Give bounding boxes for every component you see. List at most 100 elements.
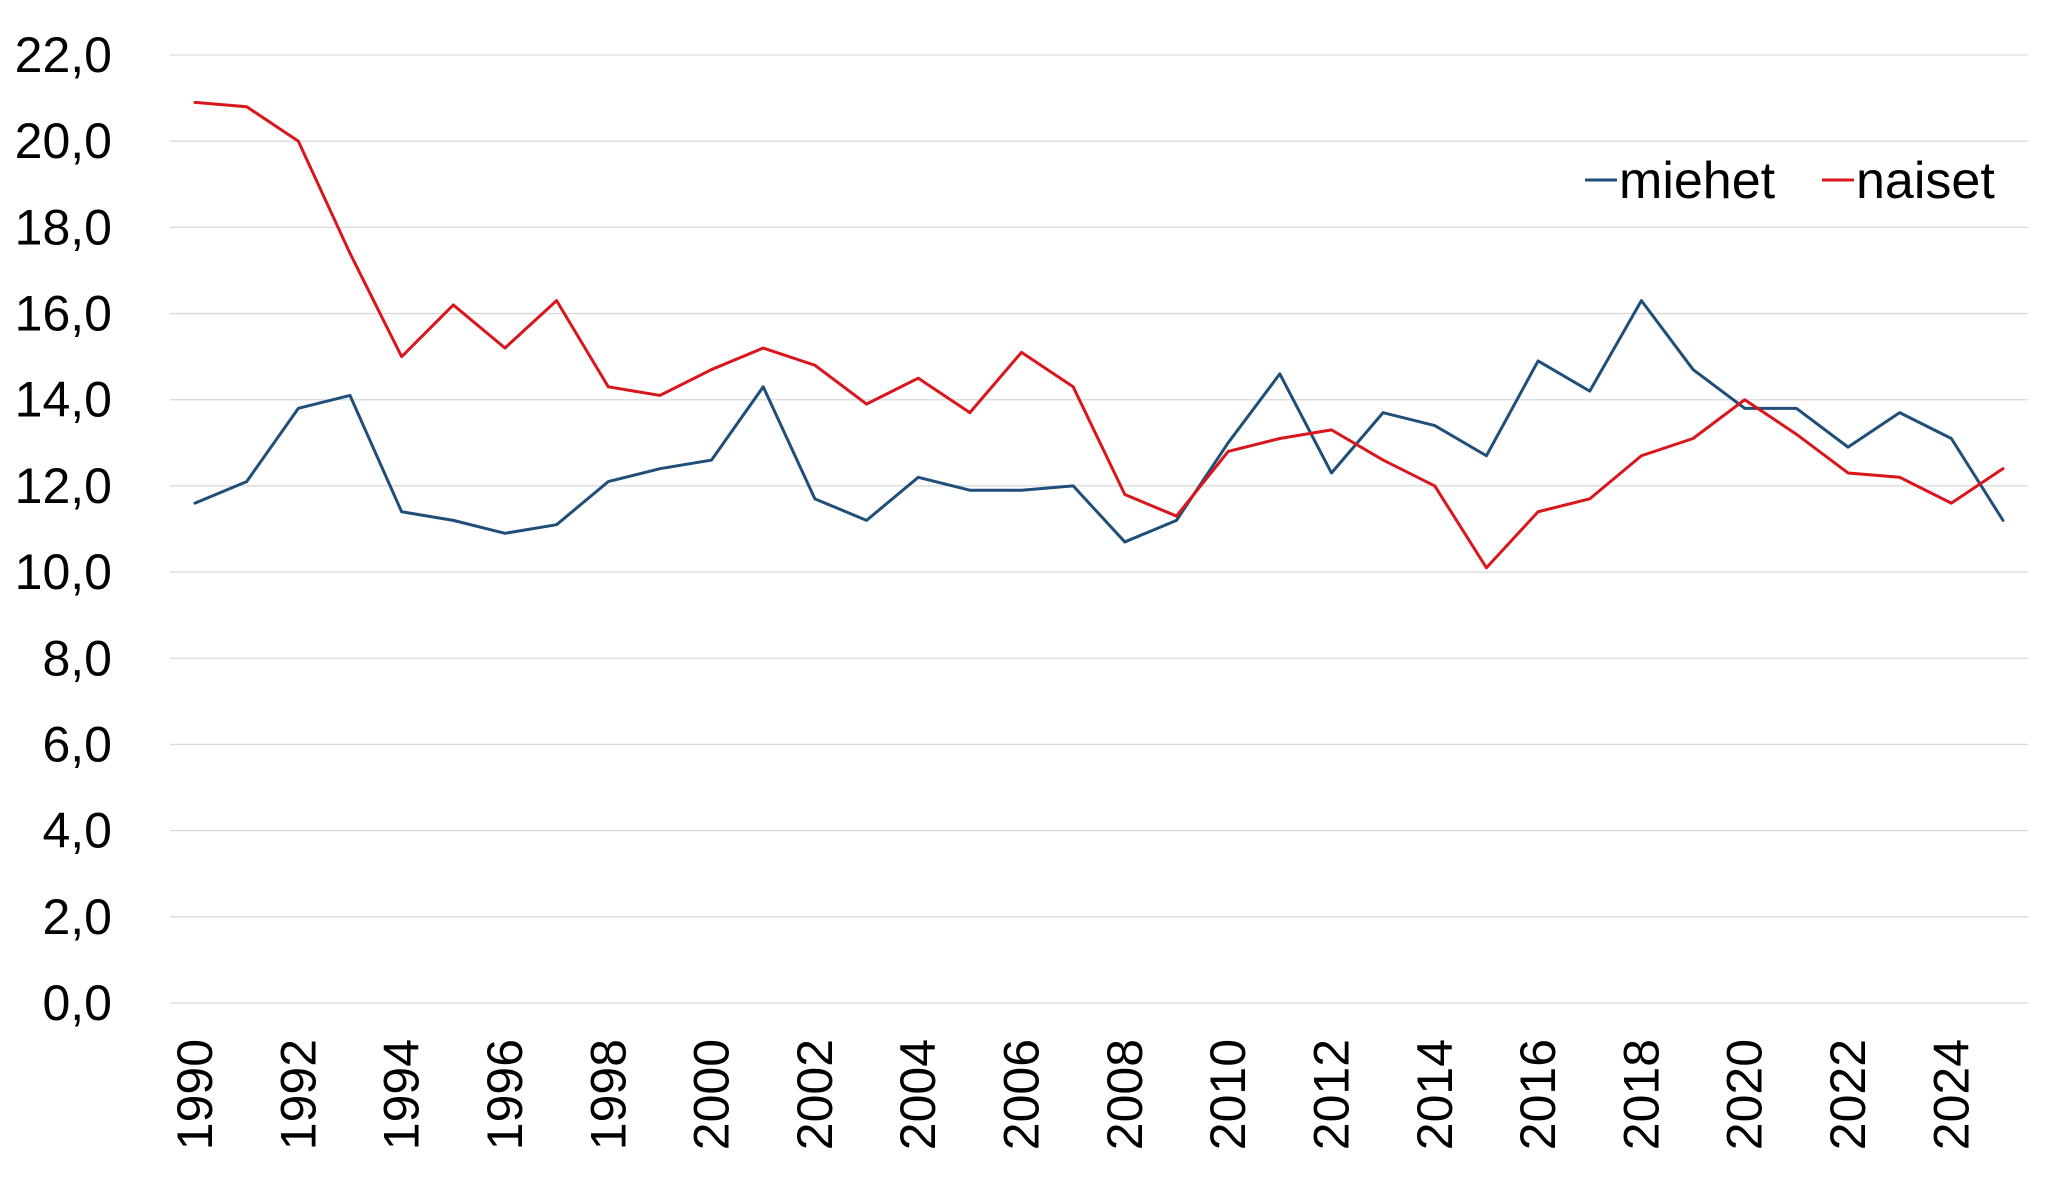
data-point-miehet [1330,472,1332,474]
data-point-naiset [866,403,868,405]
data-point-miehet [556,524,558,526]
x-tick-label: 1996 [477,1039,533,1150]
y-tick-label: 16,0 [15,286,112,342]
y-tick-label: 10,0 [15,544,112,600]
x-axis-tick-labels: 1990 1992 1994 1996 1998 2000 2002 2004 2006 2008… [167,1039,1979,1150]
x-tick-label: 2006 [994,1039,1050,1150]
series-line-miehet [193,299,2005,544]
x-tick-label: 2000 [684,1039,740,1150]
data-point-miehet [1744,407,1746,409]
data-point-miehet [1899,412,1901,414]
data-point-naiset [1279,438,1281,440]
data-point-miehet [711,459,713,461]
data-point-miehet [1434,425,1436,427]
data-point-naiset [1744,399,1746,401]
data-point-naiset [1537,511,1539,513]
data-point-miehet [401,511,403,513]
data-point-miehet [452,519,454,521]
data-point-miehet [1124,541,1126,543]
x-tick-label: 1998 [580,1039,636,1150]
data-point-naiset [401,356,403,358]
data-point-naiset [1021,351,1023,353]
y-axis-tick-labels: 0,0 2,0 4,0 6,0 8,0 10,0 12,0 14,0 16,0 18,0 20,0 2… [15,27,112,1031]
x-tick-label: 1994 [374,1039,430,1150]
data-point-naiset [1847,472,1849,474]
x-tick-label: 2022 [1820,1039,1876,1150]
data-point-miehet [349,394,351,396]
data-point-naiset [1227,450,1229,452]
gridlines [170,54,2028,1004]
data-point-miehet [1589,390,1591,392]
series-lines [193,100,2005,570]
data-point-naiset [349,252,351,254]
data-point-naiset [1899,476,1901,478]
data-point-miehet [659,468,661,470]
data-point-naiset [1589,498,1591,500]
y-tick-label: 18,0 [15,199,112,255]
x-tick-label: 2002 [787,1039,843,1150]
data-point-naiset [762,347,764,349]
data-point-miehet [504,532,506,534]
legend-label-naiset: naiset [1856,152,1995,210]
data-point-miehet [1795,407,1797,409]
data-point-miehet [1382,412,1384,414]
data-point-miehet [297,407,299,409]
data-point-miehet [814,498,816,500]
data-point-miehet [2002,519,2004,521]
y-tick-label: 14,0 [15,372,112,428]
x-tick-label: 2008 [1097,1039,1153,1150]
y-tick-label: 4,0 [42,803,112,859]
series-line-naiset [193,100,2005,570]
data-point-naiset [711,369,713,371]
legend-label-miehet: miehet [1619,152,1776,210]
y-tick-label: 12,0 [15,458,112,514]
data-point-naiset [969,412,971,414]
x-tick-label: 2016 [1510,1039,1566,1150]
data-point-miehet [1175,519,1177,521]
data-point-naiset [1434,485,1436,487]
y-tick-label: 22,0 [15,27,112,83]
data-point-naiset [659,394,661,396]
y-tick-label: 20,0 [15,113,112,169]
data-point-miehet [969,489,971,491]
data-point-miehet [1847,446,1849,448]
x-tick-label: 2014 [1407,1039,1463,1150]
data-point-naiset [1692,438,1694,440]
data-point-miehet [1227,442,1229,444]
data-point-miehet [1950,438,1952,440]
data-point-naiset [1175,515,1177,517]
x-tick-label: 1992 [270,1039,326,1150]
data-point-naiset [1072,386,1074,388]
data-point-naiset [452,304,454,306]
data-point-miehet [1640,300,1642,302]
data-point-naiset [2002,468,2004,470]
data-point-miehet [607,481,609,483]
data-point-miehet [246,481,248,483]
data-point-naiset [297,140,299,142]
data-point-naiset [556,300,558,302]
legend: miehet naiset [1585,152,1995,210]
x-tick-label: 2018 [1613,1039,1669,1150]
y-tick-label: 8,0 [42,630,112,686]
data-point-naiset [1124,494,1126,496]
data-point-naiset [504,347,506,349]
data-point-miehet [1279,373,1281,375]
data-point-naiset [1795,433,1797,435]
x-tick-label: 2010 [1200,1039,1256,1150]
data-point-miehet [917,476,919,478]
data-point-naiset [917,377,919,379]
data-point-miehet [1692,369,1694,371]
data-point-miehet [762,386,764,388]
x-tick-label: 2020 [1717,1039,1773,1150]
data-point-miehet [1537,360,1539,362]
data-point-naiset [607,386,609,388]
x-tick-label: 2004 [890,1039,946,1150]
x-tick-label: 1990 [167,1039,223,1150]
data-point-naiset [1485,567,1487,569]
y-tick-label: 2,0 [42,889,112,945]
data-point-naiset [246,106,248,108]
data-point-miehet [1072,485,1074,487]
data-point-naiset [1382,459,1384,461]
y-tick-label: 6,0 [42,716,112,772]
